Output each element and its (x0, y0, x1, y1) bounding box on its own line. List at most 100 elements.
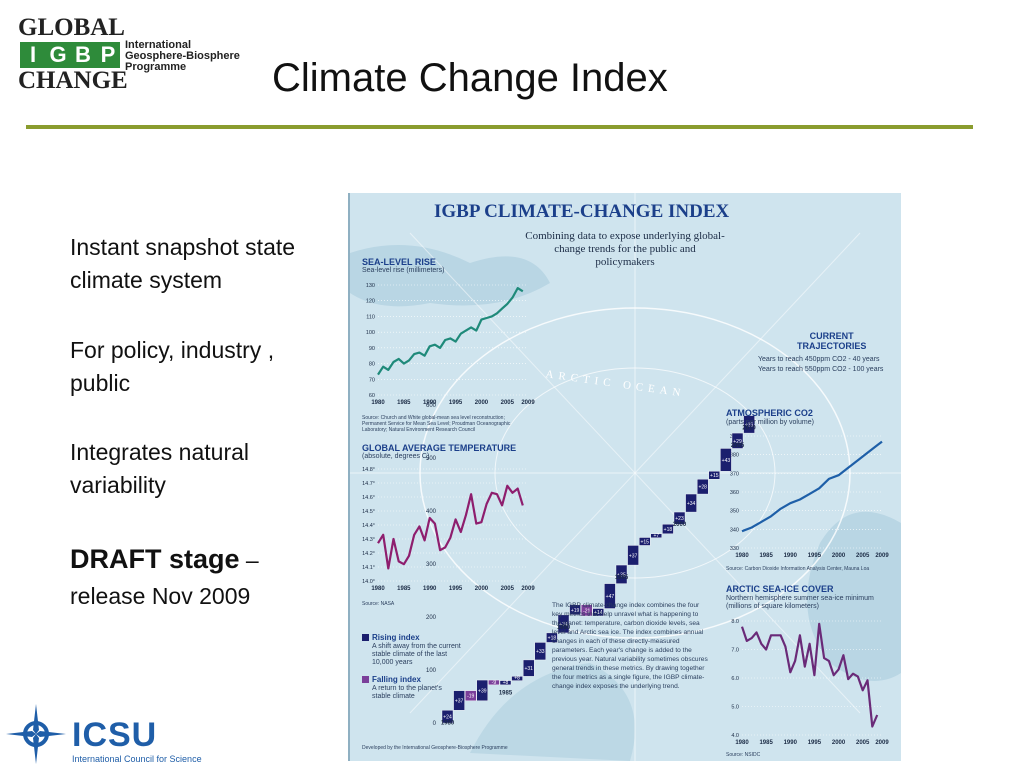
index-bar (731, 432, 744, 449)
index-bar-label: +47 (606, 594, 615, 600)
sea-ice-series-line (740, 622, 879, 728)
temperature-xtick: 1985 (397, 586, 411, 592)
index-ytick: 200 (426, 615, 437, 621)
index-bar (522, 659, 535, 677)
sea-level-heading: SEA-LEVEL RISE (362, 257, 436, 267)
index-ytick: 400 (426, 509, 437, 515)
icsu-emblem-icon (6, 704, 66, 764)
co2-xtick: 1980 (735, 553, 749, 559)
co2-xtick: 1985 (759, 553, 773, 559)
index-bar-label: +15 (710, 473, 719, 479)
sea-ice-source: Source: NSIDC (726, 752, 761, 758)
rising-label: Rising index (372, 633, 420, 642)
sea-level-ytick: 60 (369, 393, 375, 399)
index-bar (685, 493, 697, 513)
sea-level-ytick: 130 (366, 283, 375, 289)
sea-level-xtick: 1980 (371, 400, 385, 406)
index-bar (557, 614, 570, 634)
index-bar (546, 632, 558, 643)
co2-ytick: 350 (730, 509, 739, 515)
index-bar (569, 604, 581, 616)
sea-ice-heading: ARCTIC SEA-ICE COVER (726, 584, 834, 594)
index-bar-label: +33 (745, 422, 754, 428)
logo-igbp-box: I G B P (20, 42, 120, 68)
slide-title: Climate Change Index (272, 56, 668, 100)
index-bar-label: +31 (524, 666, 533, 672)
logo-letter: P (100, 42, 116, 67)
index-ytick: 0 (433, 721, 437, 727)
co2-ytick: 380 (730, 453, 739, 459)
sea-level-xtick: 1985 (397, 400, 411, 406)
sea-level-unit: Sea-level rise (millimeters) (362, 267, 445, 274)
igbp-logo: GLOBAL I G B P CHANGE International Geos… (18, 14, 258, 94)
icsu-wordmark: ICSU (72, 716, 158, 754)
index-bar (662, 524, 674, 534)
logo-line: International (125, 39, 192, 51)
index-bar (453, 690, 465, 711)
temperature-series-line (377, 484, 524, 570)
trajectories-line: Years to reach 450ppm CO2 - 40 years (758, 356, 880, 363)
co2-xtick: 2005 (856, 553, 870, 559)
index-bar (592, 608, 605, 617)
sea-ice-ytick: 4.0 (731, 733, 739, 739)
co2-series-line (741, 440, 883, 533)
index-bar-label: +28 (698, 485, 707, 491)
index-bar-label: +35 (617, 572, 626, 578)
co2-xtick: 2009 (875, 553, 889, 559)
co2-source: Source: Carbon Dioxide Information Analy… (726, 566, 870, 572)
index-bar-label: +18 (548, 636, 557, 642)
co2-xtick: 2000 (832, 553, 846, 559)
index-bar (697, 479, 709, 495)
icsu-logo: ICSU International Council for Science (4, 700, 204, 768)
icsu-subtitle: International Council for Science (72, 754, 202, 764)
falling-label: Falling index (372, 675, 421, 684)
falling-swatch (362, 676, 369, 683)
sea-ice-xtick: 1990 (784, 740, 798, 746)
index-bar-label: -9 (492, 680, 497, 686)
poster-subtitle: Combining data to expose underlying glob… (525, 230, 725, 268)
index-bar-label: +37 (455, 698, 464, 704)
temperature-unit: (absolute, degrees C) (362, 453, 430, 460)
co2-unit: (parts per million by volume) (726, 419, 814, 426)
sea-level-xtick: 2000 (475, 400, 489, 406)
bullet-policy: For policy, industry , public (70, 334, 360, 400)
index-bar (615, 564, 628, 584)
index-bar-label: +18 (664, 527, 673, 533)
sea-ice-unit: Northern hemisphere summer sea-ice minim… (726, 595, 874, 610)
temperature-xtick: 2000 (475, 586, 489, 592)
index-bar-label: +29 (733, 439, 742, 445)
temperature-xtick: 1980 (371, 586, 385, 592)
poster-title: IGBP CLIMATE-CHANGE INDEX (434, 201, 730, 222)
temperature-ytick: 14.3° (362, 537, 375, 543)
index-bar-label: +19 (571, 608, 580, 614)
index-bar-label: +7 (653, 533, 659, 539)
index-bar-label: +37 (629, 553, 638, 559)
index-bar (488, 679, 500, 686)
temperature-ytick: 14.5° (362, 509, 375, 515)
sea-ice-ytick: 6.0 (731, 676, 739, 682)
temperature-xtick: 2009 (521, 586, 535, 592)
trajectories-line: Years to reach 550ppm CO2 - 100 years (758, 366, 884, 373)
sea-level-xtick: 1990 (423, 400, 437, 406)
index-bar-label: +14 (594, 610, 603, 616)
sea-level-ytick: 120 (366, 299, 375, 305)
temperature-ytick: 14.7° (362, 481, 375, 487)
index-year-label: 1980 (441, 720, 455, 726)
rising-description: A shift away from the current stable cli… (372, 643, 461, 666)
index-bar (720, 448, 732, 472)
bullet-line: public (70, 370, 131, 396)
index-bar-label: +34 (559, 622, 568, 628)
bullet-snapshot: Instant snapshot state climate system (70, 231, 360, 297)
temperature-ytick: 14.1° (362, 565, 375, 571)
index-bar (627, 545, 639, 566)
index-bar-label: +34 (687, 501, 696, 507)
index-ytick: 300 (426, 562, 437, 568)
index-year-label: 1995 (615, 575, 629, 581)
sea-ice-xtick: 2005 (856, 740, 870, 746)
index-bar-label: +24 (443, 715, 452, 721)
logo-letter: G (49, 42, 67, 67)
index-bar (464, 690, 477, 701)
index-bar-label: -21 (583, 608, 590, 614)
draft-dash: – (245, 547, 259, 573)
sea-level-ytick: 80 (369, 362, 375, 368)
